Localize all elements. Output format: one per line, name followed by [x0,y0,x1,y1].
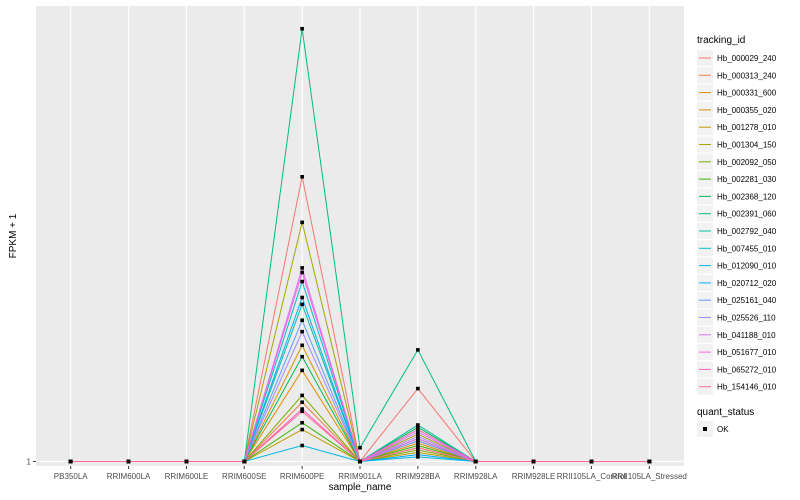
data-point [416,441,420,446]
data-point [300,220,304,225]
data-point [416,450,420,455]
legend-label: Hb_007455_010 [717,244,777,253]
legend-title: tracking_id [697,35,745,46]
legend-label: Hb_051677_010 [717,348,777,357]
x-tick-label: RRIM600LA [107,472,151,481]
data-point [300,318,304,323]
legend-label: Hb_000331_600 [717,89,777,98]
data-point [300,26,304,31]
data-point [300,270,304,275]
data-point [416,455,420,459]
legend-items: Hb_000029_240 Hb_000313_240 Hb_000331_600 H… [697,50,777,395]
data-point [531,459,536,464]
data-point [358,445,362,450]
data-point [647,459,652,464]
data-point [68,459,73,464]
data-point [416,434,420,439]
x-tick-label: RRIM928BA [396,472,441,481]
data-point [416,432,420,436]
shape-legend-swatch [703,427,707,431]
data-point [126,459,131,464]
legend-label: Hb_154146_010 [717,383,777,392]
x-tick-label: RRII105LA_Control [557,472,627,481]
data-point [416,452,420,457]
legend-label: Hb_025161_040 [717,296,777,305]
data-point [416,439,420,443]
shape-legend-item: OK [697,421,729,437]
data-point [184,459,189,464]
data-point [416,436,420,441]
data-point [300,420,304,425]
data-point [416,348,420,352]
data-point [416,445,420,450]
shape-legend-label: OK [717,425,729,434]
data-point [300,302,304,307]
data-point [416,443,420,448]
data-point [358,459,362,464]
x-tick-label: RRIM600SE [222,472,266,481]
data-point [300,368,304,373]
x-tick-label: RRIM600PE [280,472,324,481]
data-point [416,448,420,452]
y-tick-label: 1 [27,457,32,466]
legend-label: Hb_002281_030 [717,175,777,184]
legend-label: Hb_025526_110 [717,314,776,323]
legend-label: Hb_002792_040 [717,227,777,236]
x-axis-title: sample_name [329,482,392,493]
x-tick-label: RRIM600LE [165,472,209,481]
x-tick-label: RRIM928LE [512,472,556,481]
legend: tracking_id Hb_000029_240Hb_000313_240Hb… [697,35,777,437]
data-points [68,26,652,464]
data-point [300,354,304,359]
grid [36,6,684,466]
data-point [300,409,304,414]
data-point [416,423,420,427]
data-point [300,400,304,405]
data-point [300,174,304,179]
data-point [300,427,304,432]
data-point [589,459,594,464]
shape-legend-title: quant_status [697,407,754,418]
data-point [416,425,420,430]
data-point [416,386,420,391]
data-point [473,459,478,464]
x-tick-label: RRIM928LA [454,472,498,481]
data-point [300,279,304,284]
legend-label: Hb_002092_050 [717,158,777,167]
data-point [416,427,420,432]
legend-label: Hb_002368_120 [717,192,777,201]
legend-label: Hb_041188_010 [717,331,776,340]
data-point [300,407,304,411]
axes: PB350LA RRIM600LA RRIM600LE RRIM600SE RRIM60… [27,457,687,481]
legend-label: Hb_000355_020 [717,106,777,115]
data-point [300,343,304,348]
data-point [300,295,304,300]
legend-label: Hb_002391_060 [717,210,777,219]
data-point [300,329,304,334]
legend-label: Hb_000313_240 [717,71,777,80]
data-point [242,459,247,464]
data-point [300,393,304,398]
legend-label: Hb_001304_150 [717,141,777,150]
x-tick-label: RRIM901LA [338,472,382,481]
legend-label: Hb_065272_010 [717,365,777,374]
legend-label: Hb_012090_010 [717,262,777,271]
data-point [300,266,304,270]
legend-label: Hb_001278_010 [717,123,777,132]
x-tick-label: PB350LA [54,472,88,481]
legend-label: Hb_020712_020 [717,279,777,288]
y-axis-title: FPKM + 1 [8,213,19,258]
legend-label: Hb_000029_240 [717,54,777,63]
x-tick-label: RRII105LA_Stressed [612,472,687,481]
data-point [300,443,304,448]
data-point [416,430,420,434]
